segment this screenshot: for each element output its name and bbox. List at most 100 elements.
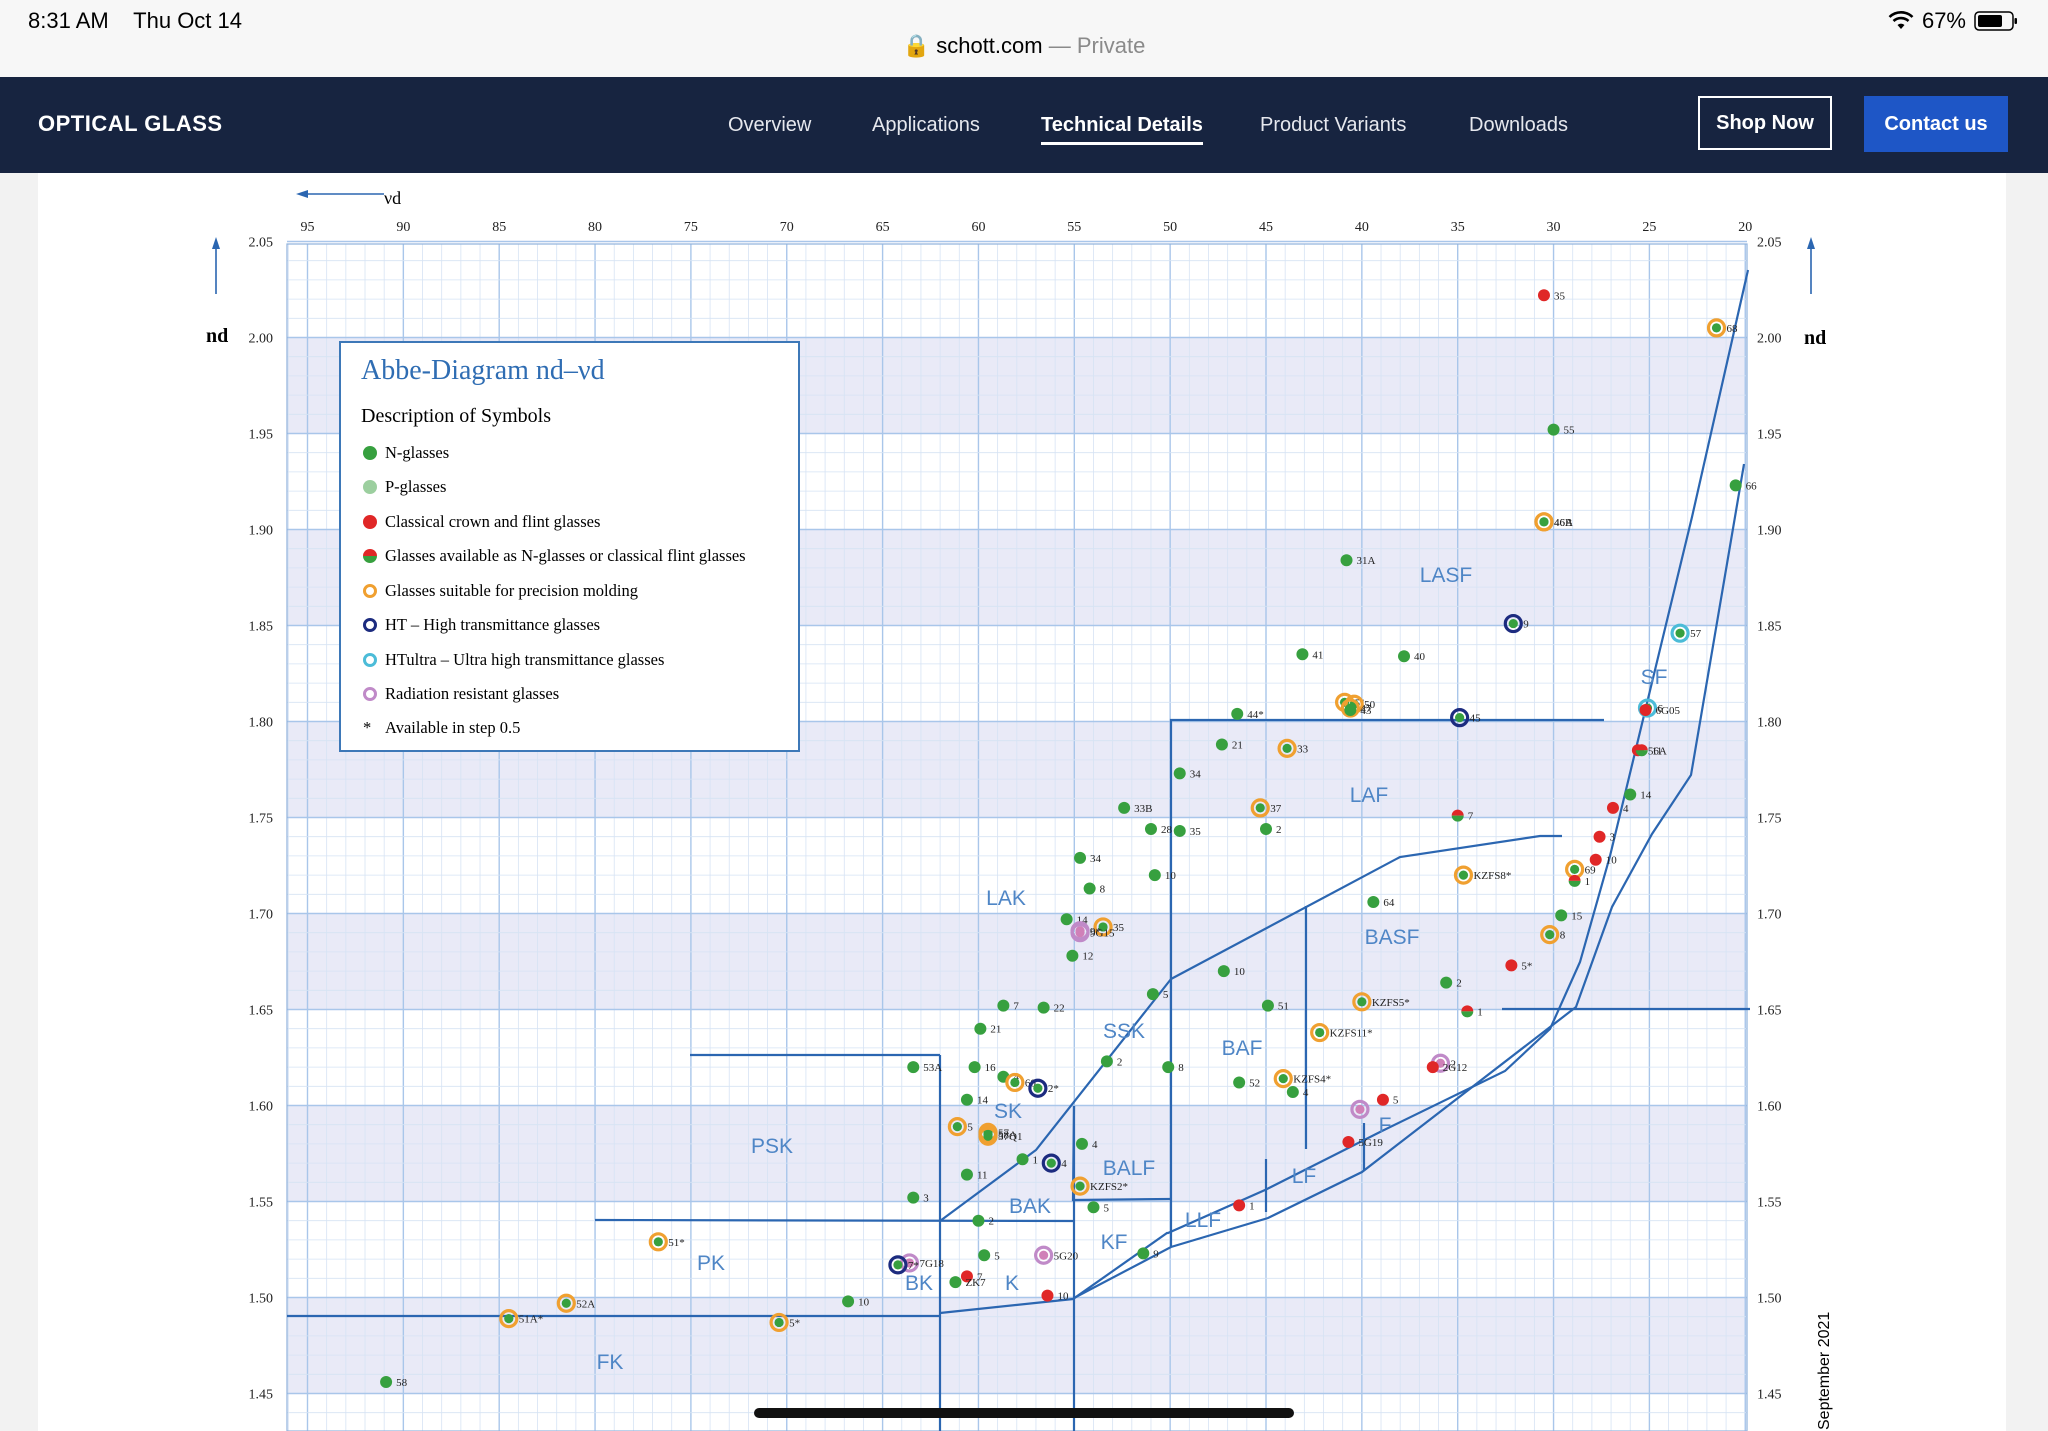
glass-label: 58: [396, 1377, 408, 1389]
glass-label: 22: [1054, 1003, 1065, 1015]
glass-label: 5: [994, 1250, 1000, 1262]
region-label-psk: PSK: [751, 1135, 793, 1158]
glass-ring: [1706, 318, 1727, 338]
glass-point: [983, 1131, 993, 1141]
x-tick-label: 95: [301, 220, 315, 235]
x-tick-label: 75: [684, 220, 698, 235]
glass-label: 52A: [576, 1298, 595, 1310]
glass-label: 4: [1092, 1139, 1098, 1151]
glass-point: [1555, 909, 1568, 922]
y-tick-label-left: 1.60: [249, 1100, 274, 1115]
precision-molding-icon: [363, 584, 377, 598]
glass-label: KZFS4*: [1293, 1074, 1331, 1086]
glass-point: [907, 1061, 920, 1074]
glass-point: [1260, 823, 1272, 836]
glass-point: [1568, 880, 1581, 887]
glass-label: 47: [1360, 703, 1372, 715]
legend-subtitle: Description of Symbols: [361, 405, 551, 427]
glass-point: [1537, 289, 1550, 302]
glass-label: 10: [1234, 966, 1246, 978]
glass-label: 5: [967, 1122, 973, 1134]
nav-product-variants[interactable]: Product Variants: [1260, 114, 1407, 136]
glass-point: [1344, 703, 1357, 716]
glass-point: [1606, 801, 1619, 814]
glass-label: 9: [1153, 1248, 1159, 1260]
glass-ring: [1070, 1176, 1090, 1196]
glass-point: [1505, 959, 1518, 972]
shop-now-button[interactable]: Shop Now: [1698, 96, 1832, 150]
glass-point: [968, 1061, 981, 1074]
y-tick-label-right: 1.95: [1757, 428, 1782, 443]
asterisk-icon: *: [363, 718, 372, 737]
x-tick-label: 60: [971, 220, 985, 235]
glass-label: 3: [1610, 832, 1616, 844]
lock-icon: 🔒: [902, 33, 931, 58]
glass-label: 43: [1360, 705, 1372, 717]
glass-point: [1215, 738, 1228, 751]
glass-point: [1148, 869, 1161, 882]
glass-point: [997, 999, 1010, 1012]
glass-label: 40: [1414, 651, 1426, 663]
site-header: OPTICAL GLASS Overview Applications Tech…: [0, 77, 2048, 173]
nav-overview[interactable]: Overview: [728, 114, 812, 136]
glass-label: 31A: [1357, 555, 1376, 567]
glass-label: 10: [1057, 1291, 1069, 1303]
y-tick-label-right: 1.45: [1757, 1388, 1782, 1403]
glass-point: [1508, 618, 1518, 629]
y-tick-label-left: 1.95: [249, 428, 274, 443]
glass-point: [960, 1270, 973, 1283]
glass-point: [1083, 882, 1096, 895]
nd-axis-arrowhead-left: [212, 237, 220, 249]
glass-ring: [1350, 1099, 1370, 1119]
glass-label: 14: [977, 1095, 989, 1107]
glass-point: [1173, 767, 1186, 780]
status-time: 8:31 AM Thu Oct 14: [28, 8, 243, 33]
region-label-lasf: LASF: [1420, 564, 1473, 587]
region-boundary: [594, 1218, 1076, 1223]
y-tick-label-left: 1.55: [249, 1196, 274, 1211]
address-bar[interactable]: 🔒 schott.com — Private: [0, 33, 2048, 59]
region-label-baf: BAF: [1222, 1037, 1263, 1060]
brand-title[interactable]: OPTICAL GLASS: [38, 111, 223, 136]
y-tick-label-right: 1.75: [1757, 812, 1782, 827]
glass-label: 68: [1726, 323, 1738, 335]
glass-point: [1340, 554, 1353, 567]
glass-point: [1146, 988, 1159, 1001]
nav-downloads[interactable]: Downloads: [1469, 114, 1568, 136]
glass-point: [1098, 922, 1108, 932]
glass-label: 50: [1364, 699, 1376, 711]
glass-point: [1461, 1011, 1474, 1018]
glass-label: 1: [1249, 1200, 1255, 1212]
glass-label: 51*: [668, 1237, 685, 1249]
ht-glass-icon: [363, 618, 377, 632]
glass-point: [1046, 1158, 1056, 1168]
glass-point: [1255, 803, 1265, 813]
glass-label: 44*: [1247, 709, 1264, 721]
legend-row: Radiation resistant glasses: [363, 684, 559, 704]
glass-label: 28: [1161, 824, 1173, 836]
glass-label: KZFS2*: [1090, 1181, 1128, 1193]
legend-title: Abbe-Diagram nd–νd: [361, 355, 605, 386]
glass-ring: [769, 1312, 789, 1333]
glass-label: 56A: [1648, 745, 1667, 757]
glass-point-top: [1451, 809, 1464, 816]
glass-point: [1144, 823, 1157, 836]
legend-row: Glasses available as N-glasses or classi…: [363, 546, 746, 566]
glass-label: 45: [1470, 713, 1482, 725]
glass-point: [1041, 1289, 1054, 1302]
glass-ring: [1450, 708, 1470, 728]
nd-axis-label-left: nd: [206, 325, 228, 347]
contact-us-button[interactable]: Contact us: [1864, 96, 2008, 152]
september-note: September 2021: [1816, 1312, 1833, 1430]
x-tick-label: 40: [1355, 220, 1369, 235]
glass-ring: [556, 1293, 576, 1313]
glass-point: [774, 1317, 784, 1328]
url-domain[interactable]: schott.com: [936, 33, 1043, 58]
legend-row: Classical crown and flint glasses: [363, 512, 600, 532]
glass-label: 7: [1013, 1001, 1019, 1013]
region-label-kf: KF: [1101, 1231, 1128, 1254]
glass-point: [1711, 323, 1722, 333]
nav-applications[interactable]: Applications: [872, 114, 980, 136]
status-right: 67%: [1888, 8, 2018, 34]
nav-technical-details[interactable]: Technical Details: [1041, 114, 1203, 145]
